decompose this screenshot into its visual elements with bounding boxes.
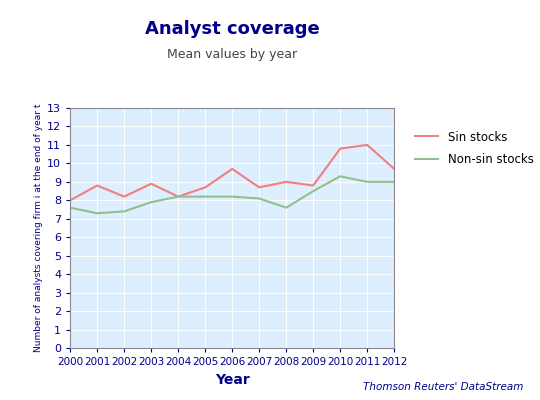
Non-sin stocks	[229, 194, 235, 199]
Non-sin stocks	[175, 194, 181, 199]
Non-sin stocks	[310, 189, 316, 194]
Sin stocks	[310, 183, 316, 188]
Sin stocks	[94, 183, 100, 188]
Text: Mean values by year: Mean values by year	[167, 48, 297, 61]
Non-sin stocks	[94, 211, 100, 216]
Text: Analyst coverage: Analyst coverage	[145, 20, 320, 38]
Non-sin stocks	[256, 196, 262, 201]
Sin stocks	[202, 185, 208, 190]
Non-sin stocks	[121, 209, 127, 214]
Sin stocks	[121, 194, 127, 199]
Sin stocks	[337, 146, 343, 151]
Non-sin stocks	[337, 174, 343, 179]
Text: Thomson Reuters' DataStream: Thomson Reuters' DataStream	[363, 382, 524, 392]
Line: Sin stocks: Sin stocks	[70, 145, 394, 200]
Legend: Sin stocks, Non-sin stocks: Sin stocks, Non-sin stocks	[410, 126, 538, 171]
Y-axis label: Number of analysts covering firm i at the end of year t: Number of analysts covering firm i at th…	[34, 104, 43, 352]
Sin stocks	[175, 194, 181, 199]
Line: Non-sin stocks: Non-sin stocks	[70, 176, 394, 213]
Non-sin stocks	[148, 200, 154, 204]
Non-sin stocks	[67, 205, 73, 210]
X-axis label: Year: Year	[215, 372, 249, 386]
Sin stocks	[283, 180, 289, 184]
Non-sin stocks	[391, 180, 397, 184]
Non-sin stocks	[364, 180, 370, 184]
Sin stocks	[391, 166, 397, 171]
Sin stocks	[67, 198, 73, 203]
Sin stocks	[364, 142, 370, 147]
Sin stocks	[256, 185, 262, 190]
Non-sin stocks	[283, 205, 289, 210]
Non-sin stocks	[202, 194, 208, 199]
Sin stocks	[148, 181, 154, 186]
Sin stocks	[229, 166, 235, 171]
